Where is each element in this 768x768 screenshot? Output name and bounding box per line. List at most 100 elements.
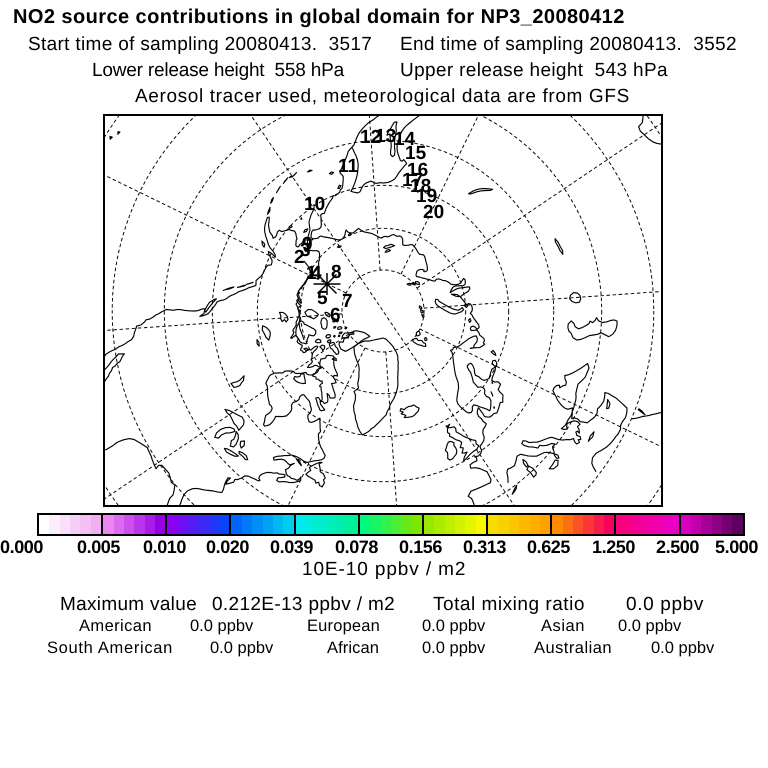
trajectory-marker-3: 3 bbox=[300, 240, 311, 261]
release-point-marker bbox=[313, 273, 341, 295]
trajectory-marker-10: 10 bbox=[304, 194, 326, 215]
coastline-namerica bbox=[104, 216, 326, 506]
colorbar-cell bbox=[305, 515, 317, 534]
colorbar-divider bbox=[486, 515, 489, 534]
upper-release-text: Upper release height 543 hPa bbox=[400, 60, 668, 81]
colorbar-cell bbox=[488, 515, 499, 534]
coastline-greenland bbox=[352, 337, 399, 436]
colorbar-cell bbox=[208, 515, 220, 534]
coastline-aral bbox=[569, 292, 582, 304]
trajectory-marker-17: 17 bbox=[402, 170, 424, 191]
coastline-sz3 bbox=[406, 282, 412, 286]
coastline-nunivak bbox=[288, 224, 293, 229]
colorbar-divider bbox=[357, 515, 360, 534]
colorbar-cell bbox=[562, 515, 573, 534]
trajectory-line-0 bbox=[295, 260, 312, 341]
trajectory-marker-13: 13 bbox=[375, 126, 397, 147]
region-name-african: African bbox=[327, 639, 379, 657]
colorbar-cell bbox=[626, 515, 638, 534]
trajectory-marker-16: 16 bbox=[407, 160, 429, 181]
coastline-anticosti bbox=[295, 457, 302, 467]
coastline-fjl3 bbox=[418, 305, 423, 310]
region-value-european: 0.0 ppbv bbox=[422, 617, 486, 635]
colorbar-divider bbox=[421, 515, 424, 534]
total-mixing-ratio-label: Total mixing ratio bbox=[433, 594, 585, 615]
parallel-30n bbox=[111, 115, 655, 506]
sampling-start-text: Start time of sampling 20080413. 3517 bbox=[28, 34, 373, 55]
coastline-kolguyev bbox=[468, 318, 472, 323]
colorbar-cell bbox=[732, 515, 743, 534]
colorbar-cell bbox=[188, 515, 199, 534]
coastline-ellefringnes bbox=[336, 326, 343, 330]
region-value-australian: 0.0 ppbv bbox=[651, 639, 715, 657]
coastline-georgian bbox=[239, 440, 246, 449]
coastline-victoria bbox=[295, 320, 317, 345]
colorbar-tick-label: 0.078 bbox=[335, 537, 378, 557]
coastline-banks bbox=[304, 308, 319, 320]
colorbar-cell bbox=[380, 515, 391, 534]
trajectory-marker-2: 2 bbox=[294, 247, 305, 268]
coastline-michigan bbox=[214, 426, 236, 439]
colorbar-cell bbox=[359, 515, 371, 534]
region-value-american: 0.0 ppbv bbox=[190, 617, 254, 635]
colorbar-cell bbox=[252, 515, 263, 534]
colorbar-cell bbox=[49, 515, 60, 534]
parallel-80n bbox=[341, 269, 425, 353]
coastline-bengal bbox=[638, 115, 662, 146]
coastline-haida bbox=[222, 286, 235, 292]
coastline-sakhalin bbox=[386, 121, 398, 158]
coastline-melville bbox=[320, 317, 328, 330]
trajectory-marker-5: 5 bbox=[317, 288, 328, 309]
coastline-sz1 bbox=[414, 281, 421, 286]
plot-title: NO2 source contributions in global domai… bbox=[13, 6, 625, 28]
trajectory-line-1 bbox=[306, 204, 315, 248]
coastline-crete bbox=[587, 431, 595, 442]
colorbar-cell bbox=[444, 515, 456, 534]
colorbar-tick-label: 0.625 bbox=[527, 537, 570, 557]
coastline-southampton bbox=[293, 373, 306, 385]
colorbar-cell bbox=[283, 515, 294, 534]
coastline-ayon bbox=[347, 232, 352, 237]
trajectory-marker-6: 6 bbox=[330, 305, 341, 326]
coastline-bigdiomede bbox=[311, 238, 314, 241]
colorbar-tick-label: 2.500 bbox=[656, 537, 699, 557]
colorbar-cell bbox=[498, 515, 509, 534]
coastline-edgeoya bbox=[423, 336, 428, 342]
colorbar-cell bbox=[103, 515, 114, 534]
colorbar-cell bbox=[326, 515, 338, 534]
parallel-40n bbox=[163, 115, 603, 506]
coastline-baikal bbox=[467, 187, 494, 195]
colorbar-cell bbox=[80, 515, 91, 534]
coastline-sz2 bbox=[411, 281, 416, 286]
colorbar-cell bbox=[539, 515, 551, 534]
coastline-kodiak bbox=[261, 240, 266, 248]
coastline-meighen bbox=[344, 326, 348, 330]
trajectory-marker-15: 15 bbox=[405, 143, 427, 164]
met-info-text: Aerosol tracer used, meteorological data… bbox=[135, 86, 630, 107]
colorbar-cell bbox=[583, 515, 594, 534]
colorbar-tick-label: 0.005 bbox=[77, 537, 120, 557]
trajectory-marker-11: 11 bbox=[338, 156, 359, 177]
colorbar-tick-label: 0.039 bbox=[270, 537, 313, 557]
coastline-karaginsky bbox=[337, 184, 342, 190]
colorbar-cell bbox=[231, 515, 242, 534]
coastline-aleut2 bbox=[270, 196, 274, 204]
coastline-vancouverisl bbox=[204, 298, 217, 313]
coastline-britain bbox=[445, 423, 480, 462]
parallel-60n bbox=[256, 184, 510, 438]
coastline-athabasca bbox=[256, 339, 260, 347]
trajectory-marker-14: 14 bbox=[394, 129, 416, 150]
coastline-brock bbox=[332, 317, 336, 321]
colorbar-cell bbox=[337, 515, 348, 534]
meridian-90e bbox=[416, 122, 662, 289]
max-value-number: 0.212E-13 ppbv / m2 bbox=[212, 594, 396, 615]
colorbar-cell bbox=[295, 515, 306, 534]
coastline-newfoundland bbox=[305, 461, 326, 488]
region-value-south-american: 0.0 ppbv bbox=[210, 639, 274, 657]
coastline-cornwallis bbox=[326, 339, 332, 344]
coastline-ladoga bbox=[491, 359, 498, 367]
coastline-fjl1 bbox=[421, 313, 425, 318]
coastline-baffin bbox=[312, 354, 339, 412]
coastline-gslave bbox=[261, 325, 271, 341]
